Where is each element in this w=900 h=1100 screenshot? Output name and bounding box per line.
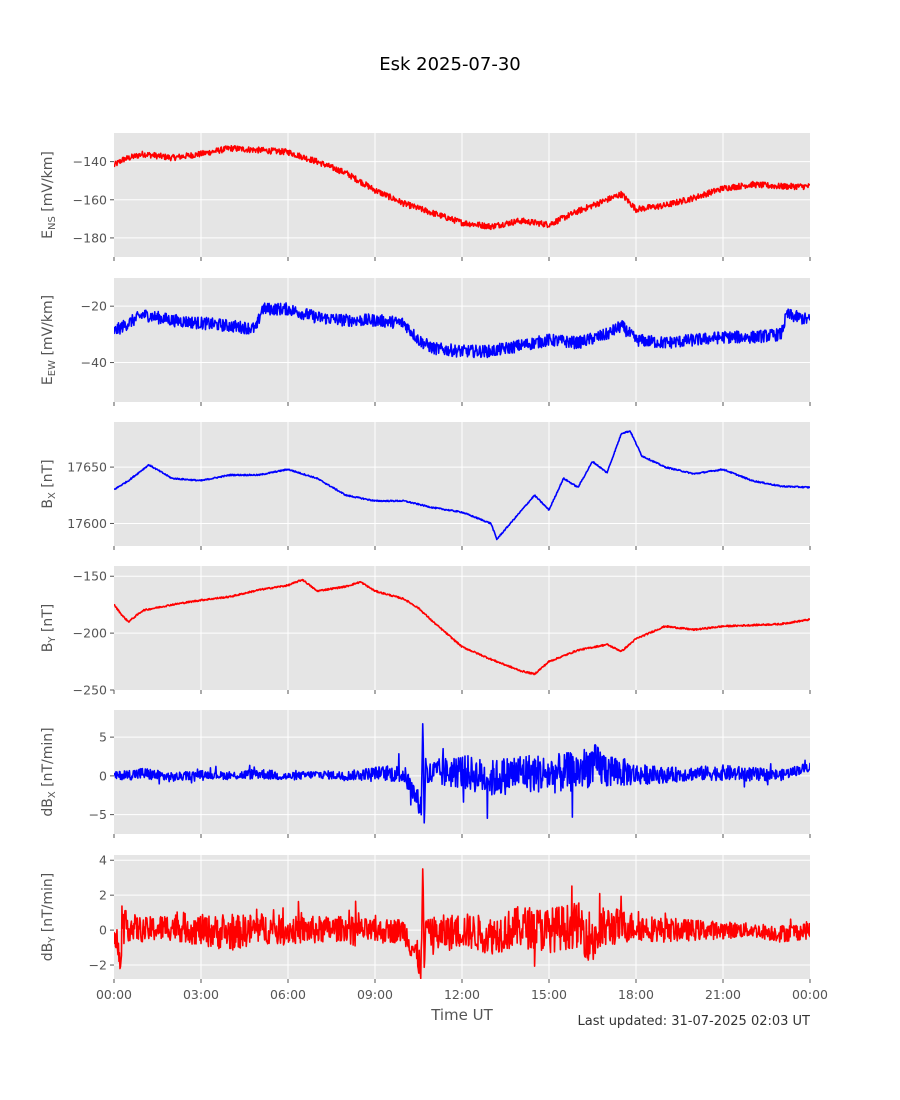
y-tick-label: −2 bbox=[89, 958, 107, 973]
y-axis-label-main: B bbox=[40, 643, 56, 653]
panel-3: 17600 17650 BX [nT] bbox=[40, 422, 811, 550]
y-axis-label-main: E bbox=[40, 376, 56, 385]
y-axis-label-unit: [nT/min] bbox=[40, 873, 56, 937]
last-updated-note: Last updated: 31-07-2025 02:03 UT bbox=[577, 1014, 810, 1029]
grid-lines bbox=[114, 566, 810, 690]
y-axis-label-main: B bbox=[40, 499, 56, 509]
y-tick-label: −180 bbox=[73, 230, 107, 245]
y-tick-label: −20 bbox=[81, 299, 107, 314]
x-tick-label: 00:00 bbox=[96, 987, 132, 1002]
grid-lines bbox=[114, 133, 810, 257]
panel-6: −2 0 2 4 dBY [nT/min] bbox=[40, 853, 811, 983]
series-line bbox=[114, 722, 810, 824]
y-tick-label: 5 bbox=[99, 730, 107, 745]
y-axis-label-unit: [mV/km] bbox=[40, 151, 56, 216]
y-axis-label-unit: [nT] bbox=[40, 459, 56, 492]
x-tick-label: 09:00 bbox=[357, 987, 393, 1002]
x-tick-label: 12:00 bbox=[444, 987, 480, 1002]
y-axis-label-main: E bbox=[40, 230, 56, 239]
panel-4: −250 −200 −150 BY [nT] bbox=[40, 566, 811, 698]
y-axis-label-subscript: NS bbox=[47, 216, 58, 230]
y-axis-label-main: dB bbox=[40, 798, 56, 817]
y-tick-label: −150 bbox=[73, 569, 107, 584]
series-line bbox=[114, 868, 810, 979]
grid-lines bbox=[114, 422, 810, 546]
y-axis-label-unit: [nT] bbox=[40, 604, 56, 637]
y-tick-label: −250 bbox=[73, 683, 107, 698]
y-axis-label-subscript: X bbox=[47, 492, 58, 499]
panel-2: −40 −20 EEW [mV/km] bbox=[40, 278, 811, 406]
x-tick-label: 00:00 bbox=[792, 987, 828, 1002]
y-tick-label: 17650 bbox=[67, 460, 107, 475]
y-axis-label: BY [nT] bbox=[40, 604, 58, 653]
y-tick-label: −40 bbox=[81, 355, 107, 370]
y-axis-label-subscript: X bbox=[47, 791, 58, 798]
series-line bbox=[114, 145, 810, 231]
y-axis-label: EEW [mV/km] bbox=[40, 295, 58, 385]
panel-1: −180 −160 −140 ENS [mV/km] bbox=[40, 133, 811, 261]
y-tick-label: 17600 bbox=[67, 516, 107, 531]
y-tick-label: −160 bbox=[73, 192, 107, 207]
x-tick-label: 03:00 bbox=[183, 987, 219, 1002]
y-tick-label: −140 bbox=[73, 154, 107, 169]
y-axis-label-unit: [mV/km] bbox=[40, 295, 56, 360]
panel-5: −5 0 5 dBX [nT/min] bbox=[40, 710, 811, 838]
y-tick-label: −5 bbox=[89, 807, 107, 822]
y-axis-label-subscript: Y bbox=[47, 636, 58, 644]
x-tick-label: 21:00 bbox=[705, 987, 741, 1002]
y-tick-label: 0 bbox=[99, 768, 107, 783]
x-tick-label: 15:00 bbox=[531, 987, 567, 1002]
y-tick-label: 0 bbox=[99, 923, 107, 938]
y-axis-label: dBX [nT/min] bbox=[40, 727, 58, 816]
y-axis-label: ENS [mV/km] bbox=[40, 151, 58, 239]
y-axis-label-unit: [nT/min] bbox=[40, 727, 56, 791]
y-axis-label: dBY [nT/min] bbox=[40, 873, 58, 962]
chart-title: Esk 2025-07-30 bbox=[379, 54, 521, 75]
series-line bbox=[114, 430, 810, 541]
y-axis-label-main: dB bbox=[40, 943, 56, 962]
y-axis-label-subscript: Y bbox=[47, 936, 58, 944]
x-tick-labels: 00:00 03:00 06:00 09:00 12:00 15:00 18:00 21:00… bbox=[96, 987, 828, 1002]
y-axis-label: BX [nT] bbox=[40, 459, 58, 508]
y-tick-label: −200 bbox=[73, 626, 107, 641]
x-axis-label: Time UT bbox=[430, 1006, 493, 1024]
y-axis-label-subscript: EW bbox=[47, 360, 58, 376]
y-tick-label: 2 bbox=[99, 888, 107, 903]
x-tick-label: 06:00 bbox=[270, 987, 306, 1002]
x-tick-label: 18:00 bbox=[618, 987, 654, 1002]
series-line bbox=[114, 578, 810, 676]
series-line bbox=[114, 302, 810, 359]
y-tick-label: 4 bbox=[99, 853, 107, 868]
